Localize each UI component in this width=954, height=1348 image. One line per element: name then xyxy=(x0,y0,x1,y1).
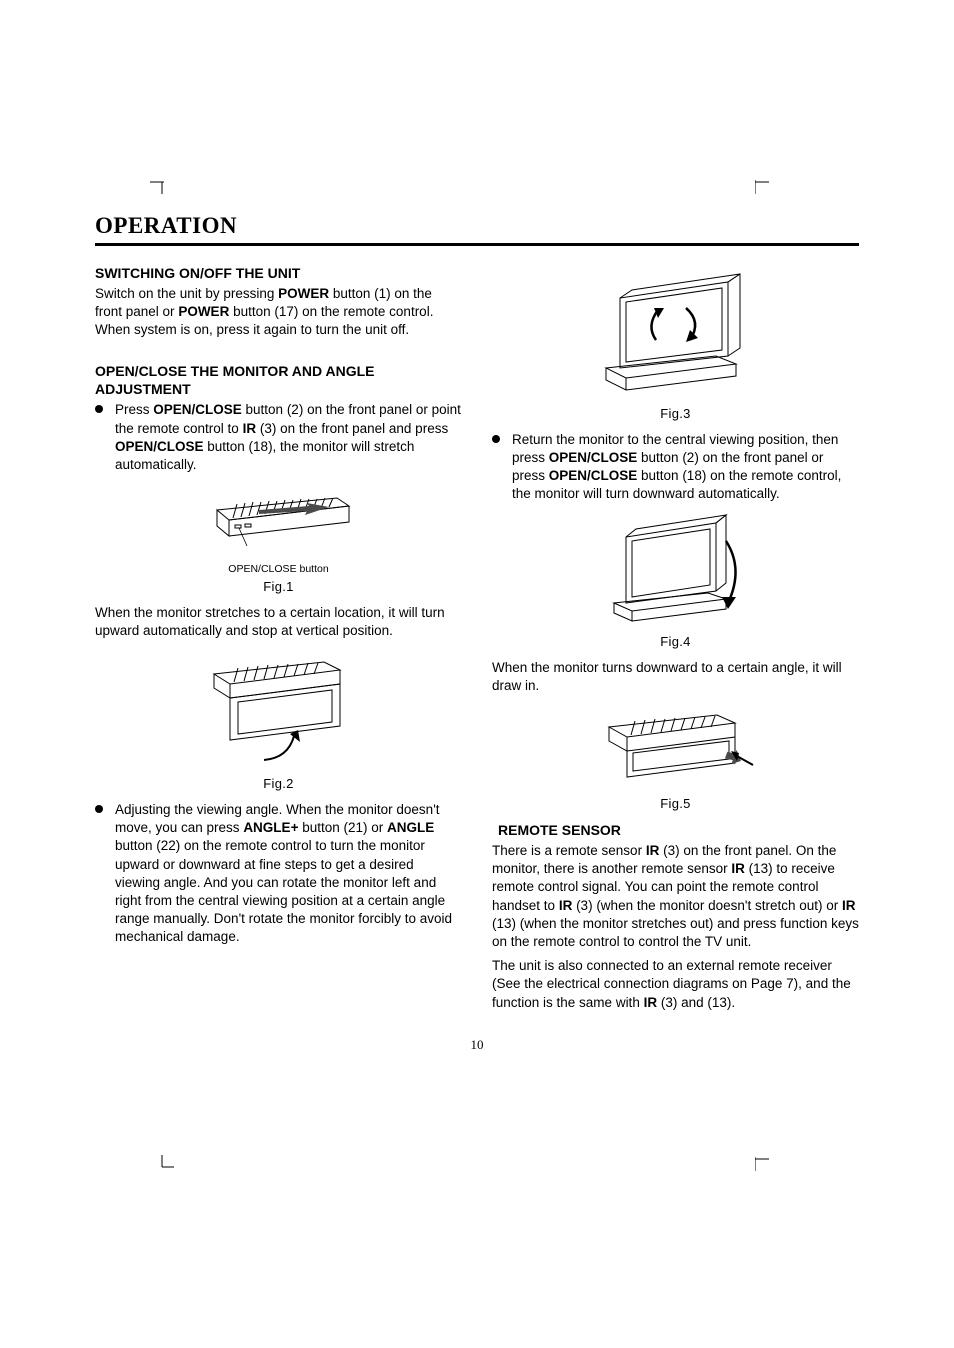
figure-2 xyxy=(95,648,462,773)
bullet-icon xyxy=(95,401,105,474)
bullet-return: Return the monitor to the central viewin… xyxy=(492,431,859,504)
heading-openclose: OPEN/CLOSE THE MONITOR AND ANGLE ADJUSTM… xyxy=(95,362,462,400)
para-after-fig1: When the monitor stretches to a certain … xyxy=(95,604,462,640)
right-column: Fig.3 Return the monitor to the central … xyxy=(492,260,859,1018)
page-number: 10 xyxy=(95,1036,859,1054)
remote-paragraph-2: The unit is also connected to an externa… xyxy=(492,957,859,1012)
fig3-caption: Fig.3 xyxy=(492,405,859,423)
bullet-text: Adjusting the viewing angle. When the mo… xyxy=(115,801,462,947)
bullet-icon xyxy=(95,801,105,947)
figure-1: OPEN/CLOSE button xyxy=(95,482,462,576)
heading-switching: SWITCHING ON/OFF THE UNIT xyxy=(95,264,462,283)
bullet-text: Press OPEN/CLOSE button (2) on the front… xyxy=(115,401,462,474)
crop-mark-top-right xyxy=(755,170,779,194)
para-after-fig4: When the monitor turns downward to a cer… xyxy=(492,659,859,695)
bullet-openclose-2: Adjusting the viewing angle. When the mo… xyxy=(95,801,462,947)
bullet-openclose-1: Press OPEN/CLOSE button (2) on the front… xyxy=(95,401,462,474)
crop-mark-bottom-left xyxy=(150,1155,174,1179)
remote-paragraph-1: There is a remote sensor IR (3) on the f… xyxy=(492,842,859,951)
fig5-caption: Fig.5 xyxy=(492,795,859,813)
fig2-caption: Fig.2 xyxy=(95,775,462,793)
fig4-caption: Fig.4 xyxy=(492,633,859,651)
bullet-text: Return the monitor to the central viewin… xyxy=(512,431,859,504)
figure-3 xyxy=(492,268,859,403)
switching-paragraph: Switch on the unit by pressing POWER but… xyxy=(95,285,462,340)
fig1-caption: Fig.1 xyxy=(95,578,462,596)
fig1-small-label: OPEN/CLOSE button xyxy=(95,562,462,576)
left-column: SWITCHING ON/OFF THE UNIT Switch on the … xyxy=(95,260,462,1018)
page-title: OPERATION xyxy=(95,210,859,246)
figure-5 xyxy=(492,703,859,793)
crop-mark-bottom-right xyxy=(755,1157,779,1181)
crop-mark-top-left xyxy=(150,170,174,194)
figure-4 xyxy=(492,511,859,631)
bullet-icon xyxy=(492,431,502,504)
heading-remote: REMOTE SENSOR xyxy=(498,821,859,840)
